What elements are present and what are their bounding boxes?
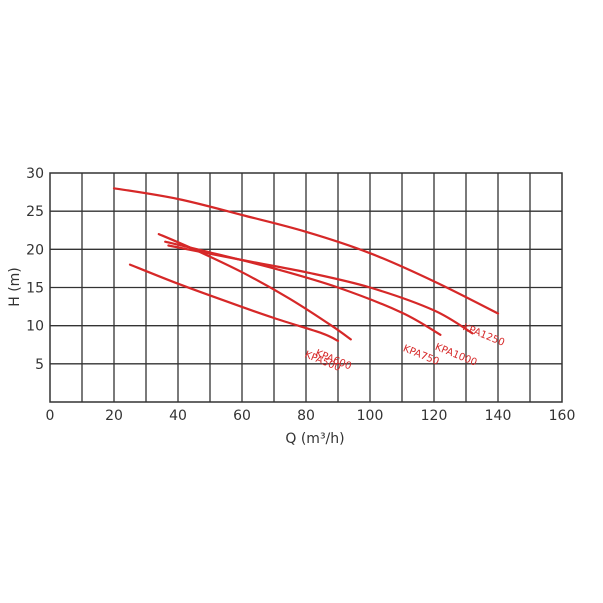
curve-label-kpa1000: KPA1000 <box>433 342 478 369</box>
x-tick-label: 100 <box>357 408 384 424</box>
x-tick-label: 120 <box>421 408 448 424</box>
curve-kpa1250 <box>112 187 500 315</box>
x-tick-label: 80 <box>297 408 315 424</box>
y-axis: 5 10 15 20 25 30 <box>26 166 44 373</box>
x-tick-label: 0 <box>46 408 55 424</box>
x-axis-label: Q (m³/h) <box>285 431 344 447</box>
y-tick-label: 25 <box>26 204 44 220</box>
x-tick-label: 40 <box>169 408 187 424</box>
x-tick-label: 140 <box>485 408 512 424</box>
curve-kpa500 <box>128 263 340 342</box>
y-tick-label: 10 <box>26 319 44 335</box>
curve-kpa750 <box>164 240 442 336</box>
y-tick-label: 20 <box>26 242 44 258</box>
curve-kpa1000 <box>167 244 474 335</box>
plot-area <box>49 172 563 403</box>
y-tick-label: 5 <box>35 357 44 373</box>
x-axis: 0 20 40 60 80 100 120 140 160 <box>46 408 576 424</box>
x-tick-label: 60 <box>233 408 251 424</box>
pump-curves <box>112 187 500 342</box>
x-tick-label: 20 <box>105 408 123 424</box>
y-tick-label: 15 <box>26 281 44 297</box>
y-axis-label: H (m) <box>7 267 23 307</box>
chart-grid <box>50 173 562 402</box>
x-tick-label: 160 <box>549 408 576 424</box>
y-tick-label: 30 <box>26 166 44 182</box>
